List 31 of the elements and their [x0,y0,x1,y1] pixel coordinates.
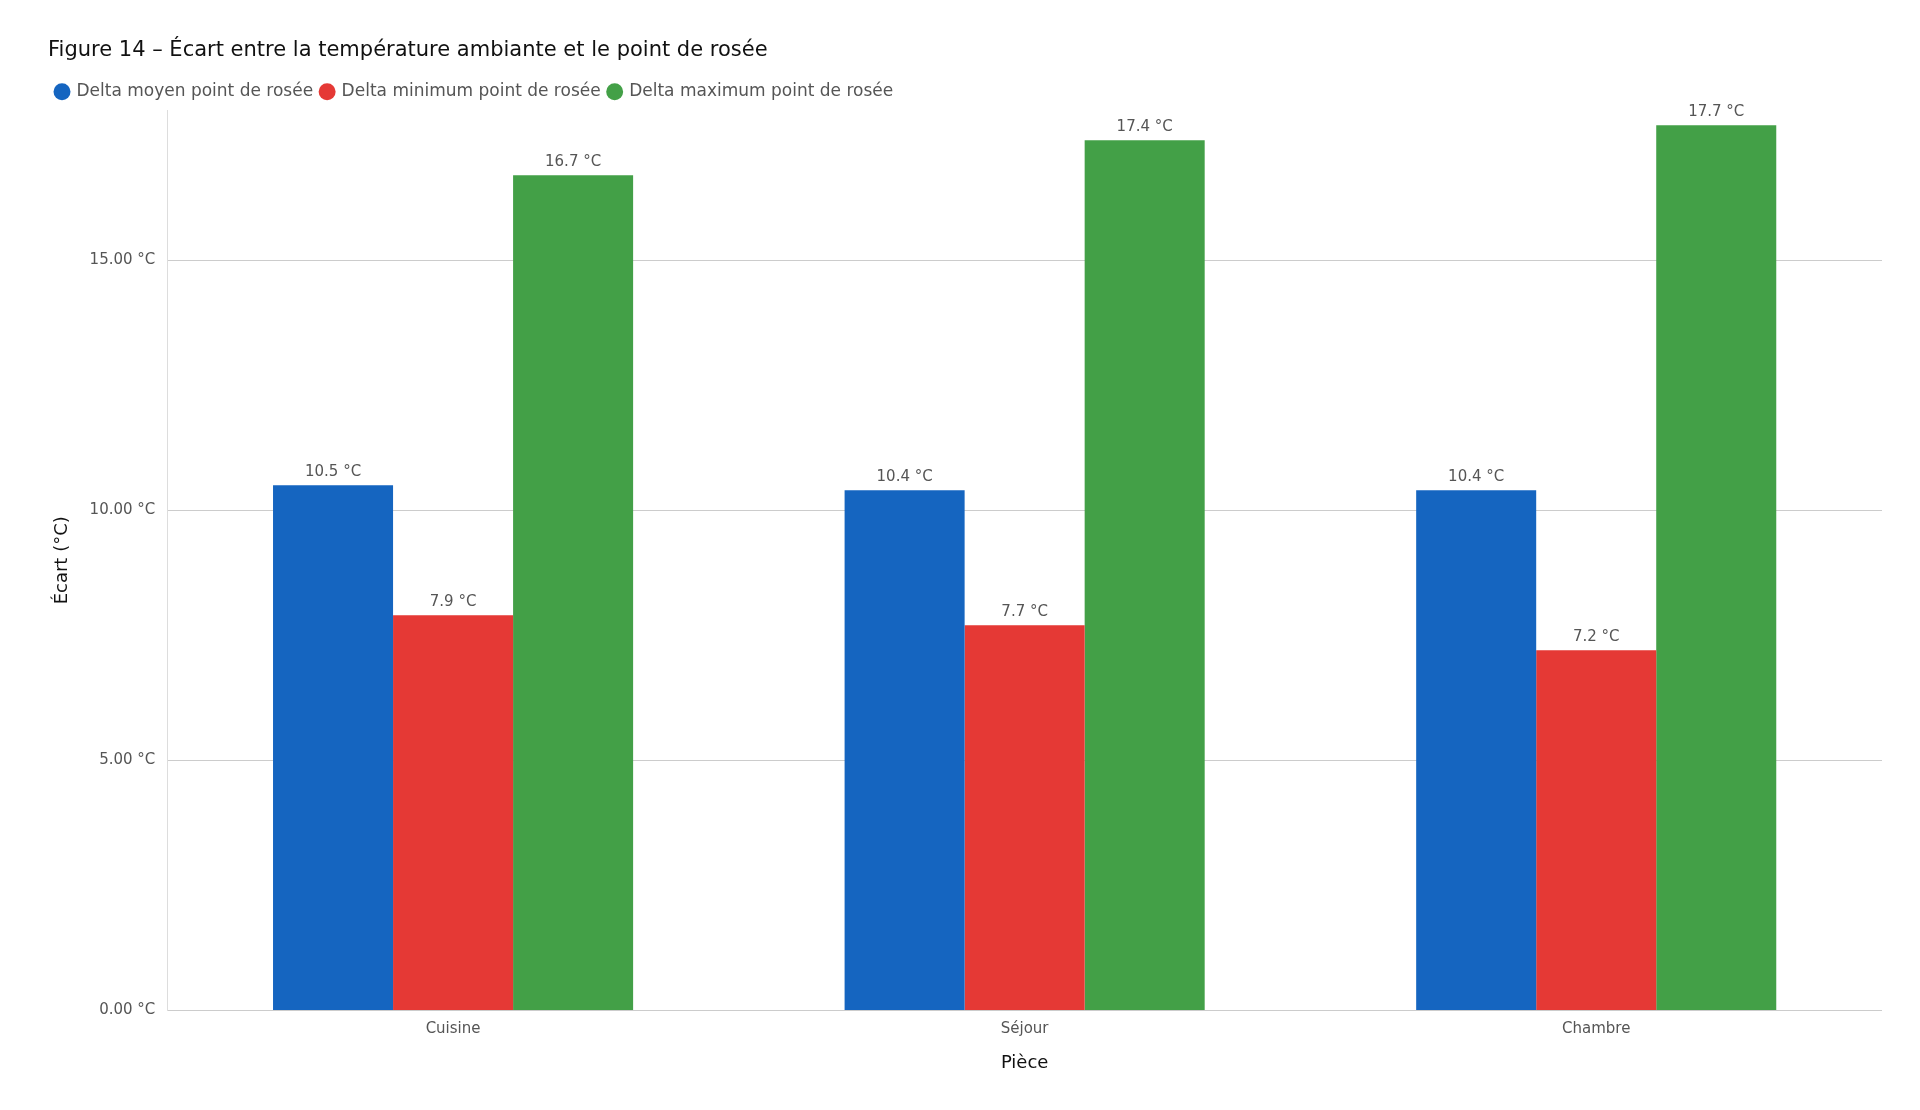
x-tick-label: Séjour [1000,1019,1050,1038]
x-axis-title: Pièce [1000,1050,1049,1072]
chart-title: Figure 14 – Écart entre la température ambiante et le point de rosée [48,36,768,62]
legend-label: Delta maximum point de rosée [629,80,894,101]
y-tick-label: 15.00 °C [89,250,156,269]
bar [1084,140,1205,1010]
legend-label: Delta moyen point de rosée [76,80,314,101]
y-tick-label: 10.00 °C [89,500,156,519]
bar [1656,125,1777,1010]
bar [1416,490,1537,1010]
data-label: 10.4 °C [1448,466,1505,485]
data-label: 10.4 °C [876,466,933,485]
y-tick-label: 0.00 °C [99,1000,156,1019]
data-label: 7.2 °C [1572,626,1620,645]
data-label: 17.7 °C [1688,101,1745,120]
bar [844,490,965,1010]
bar [513,175,634,1010]
bar [393,615,514,1010]
bar [964,625,1085,1010]
y-tick-label: 5.00 °C [99,750,156,769]
data-label: 7.7 °C [1001,601,1048,620]
x-tick-label: Cuisine [425,1019,481,1038]
data-label: 16.7 °C [545,151,602,170]
data-label: 10.5 °C [304,461,362,480]
data-label: 7.9 °C [429,591,477,610]
legend-label: Delta minimum point de rosée [341,80,601,101]
bar [1536,650,1657,1010]
x-tick-label: Chambre [1562,1019,1631,1038]
y-axis-title: Écart (°C) [50,516,72,605]
bar [273,485,394,1010]
data-label: 17.4 °C [1116,116,1173,135]
